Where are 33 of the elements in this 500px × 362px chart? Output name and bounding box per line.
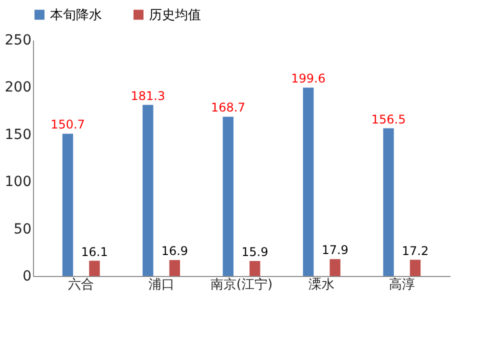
data-label: 199.6 [291,72,326,86]
legend-label: 历史均值 [149,8,201,23]
data-label: 181.3 [130,88,166,103]
y-tick-label: 100 [4,174,32,190]
x-tick-label: 浦口 [148,278,174,292]
data-label: 16.1 [81,244,108,259]
data-label: 168.7 [210,100,246,115]
y-tick-label: 200 [4,80,32,96]
data-label: 17.2 [402,244,429,258]
bar [250,260,260,276]
y-tick-label: 50 [14,221,32,238]
y-tick-label: 150 [4,126,32,143]
data-label: 156.5 [371,112,406,126]
x-tick-label: 六合 [68,278,94,292]
legend-label: 本旬降水 [50,8,102,23]
data-label: 17.9 [322,243,348,258]
data-label: 15.9 [242,244,268,259]
bar [89,260,100,276]
bar [302,88,314,276]
data-label: 150.7 [50,118,85,132]
x-tick-label: 南京(江宁) [210,276,273,292]
bar [330,259,340,276]
bar [410,260,421,276]
x-tick-label: 溧水 [308,278,335,292]
y-tick-label: 250 [4,32,32,48]
bar [142,104,154,276]
bar [383,128,394,276]
x-tick-label: 高淳 [388,276,415,292]
y-tick-label: 0 [22,268,32,284]
bar [62,134,74,276]
bar [222,116,234,276]
bar [169,260,180,276]
data-label: 16.9 [161,244,188,258]
